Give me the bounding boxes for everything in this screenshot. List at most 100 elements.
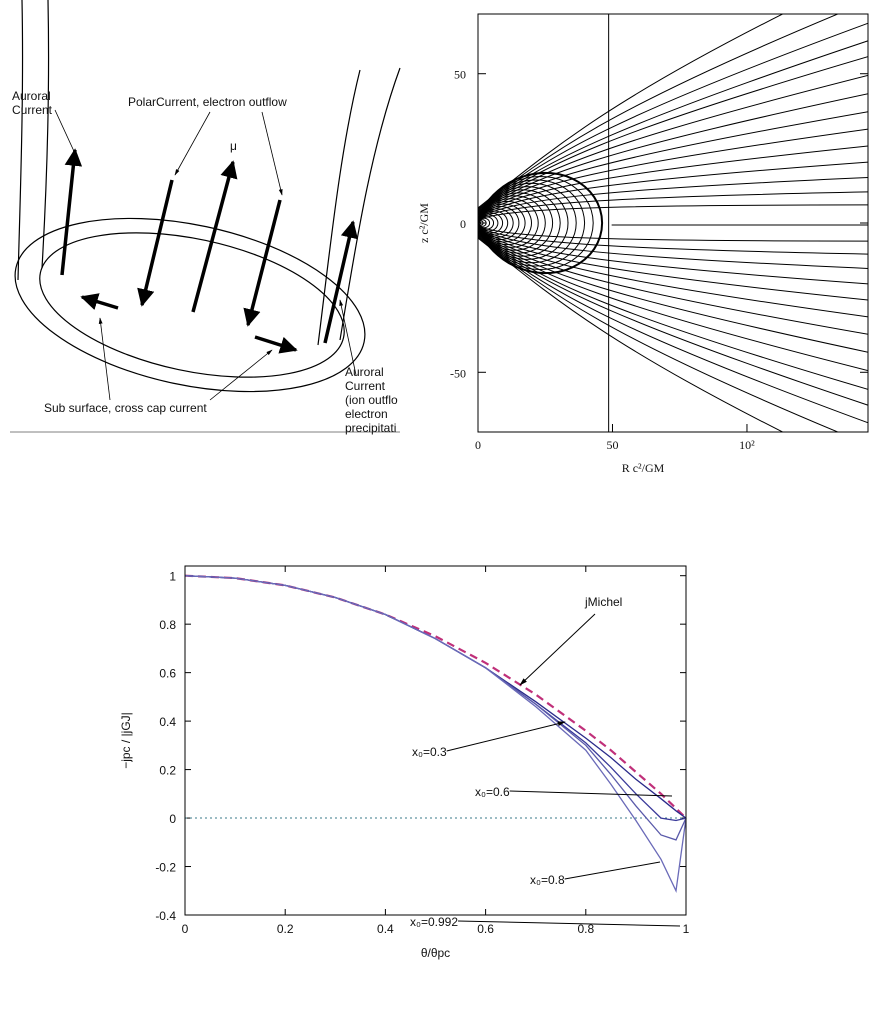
- field-line: [478, 128, 868, 216]
- arrow: [254, 335, 298, 354]
- tube-left-outer: [17, 0, 24, 281]
- field-line: [478, 230, 868, 318]
- field-line: [478, 231, 868, 335]
- y-tick-label: -0.4: [155, 909, 176, 923]
- field-line: [478, 225, 868, 242]
- series-label: jMichel: [584, 595, 622, 609]
- field-line: [478, 229, 868, 301]
- x-tick-label: 0.6: [477, 922, 494, 936]
- field-line: [478, 237, 784, 432]
- field-line: [478, 171, 604, 275]
- y-axis-label: −jpc / |jGJ|: [119, 712, 133, 769]
- series-label: x₀=0.992: [410, 915, 458, 929]
- field-line: [478, 40, 868, 212]
- tube-right-outer: [339, 67, 401, 341]
- field-line: [478, 145, 868, 217]
- field-line: [478, 235, 868, 424]
- label: Current: [345, 379, 386, 393]
- pointer: [174, 111, 211, 176]
- field-line: [478, 204, 868, 221]
- series-label: x₀=0.3: [412, 745, 447, 759]
- label: (ion outflo: [345, 393, 398, 407]
- field-line: [478, 177, 868, 219]
- y-tick-label: 0.8: [159, 618, 176, 632]
- arrow: [80, 293, 119, 310]
- field-line: [478, 234, 868, 406]
- annotation-pointer: [458, 920, 681, 927]
- field-line: [478, 14, 840, 210]
- label: Sub surface, cross cap current: [44, 401, 207, 415]
- cap-outer: [14, 217, 366, 393]
- x-tick-label: 50: [606, 438, 618, 452]
- field-line: [478, 228, 868, 285]
- series-line: [184, 574, 687, 819]
- x-tick-label: 0: [182, 922, 189, 936]
- label: Current: [12, 103, 53, 117]
- x-tick-label: 0.2: [277, 922, 294, 936]
- field-line: [478, 227, 868, 269]
- y-tick-label: 0: [169, 812, 176, 826]
- series-label: x₀=0.8: [530, 873, 565, 887]
- label: Auroral: [345, 365, 384, 379]
- y-tick-label: 50: [454, 68, 466, 82]
- y-tick-label: -0.2: [155, 861, 176, 875]
- x-tick-label: 0.8: [577, 922, 594, 936]
- pointer: [54, 109, 79, 161]
- pointer: [339, 299, 357, 376]
- field-lines: [478, 14, 868, 432]
- field-line: [478, 74, 868, 214]
- field-line: [478, 226, 868, 255]
- arrow: [191, 160, 238, 313]
- annotation-pointer: [446, 721, 566, 752]
- field-line: [478, 56, 868, 213]
- series-line: [184, 575, 687, 841]
- field-line: [478, 14, 784, 209]
- arrow: [243, 199, 282, 327]
- tube-left-inner: [41, 0, 50, 269]
- arrow: [137, 179, 174, 307]
- x-axis-label: θ/θpc: [421, 946, 450, 960]
- y-tick-label: 0.2: [159, 764, 176, 778]
- diagram-labels: Auroral Current PolarCurrent, electron o…: [12, 89, 398, 435]
- field-line: [478, 233, 868, 390]
- x-tick-label: 0.4: [377, 922, 394, 936]
- plot-frame: [184, 565, 687, 916]
- y-tick-label: 1: [169, 570, 176, 584]
- arrow: [60, 148, 83, 276]
- field-plot: 0 50 10² -50 0 50 R c²/GM z c²/GM: [417, 13, 869, 475]
- pointer: [261, 111, 283, 196]
- field-line: [478, 236, 840, 432]
- x-tick-label: 1: [683, 922, 690, 936]
- diagram: [10, 0, 401, 433]
- y-tick-label: -50: [450, 366, 466, 380]
- annotation-pointer: [564, 861, 661, 880]
- field-line: [478, 232, 868, 372]
- pointer: [98, 317, 111, 401]
- label: PolarCurrent, electron outflow: [128, 95, 287, 109]
- cap-inner: [39, 232, 345, 378]
- field-line: [478, 111, 868, 215]
- series-label: x₀=0.6: [475, 785, 510, 799]
- tube-right-inner: [317, 69, 361, 346]
- x-tick-label: 0: [475, 438, 481, 452]
- label: μ: [230, 139, 237, 153]
- x-tick-label: 10²: [739, 438, 755, 452]
- field-line: [478, 191, 868, 220]
- annotation-pointer: [519, 613, 596, 686]
- field-line: [478, 161, 868, 218]
- arrow: [323, 220, 358, 344]
- y-tick-label: 0: [460, 217, 466, 231]
- field-line: [478, 232, 868, 353]
- field-line: [478, 22, 868, 211]
- annotation-pointer: [509, 790, 673, 797]
- label: precipitati: [345, 421, 396, 435]
- y-tick-label: 0.4: [159, 715, 176, 729]
- series-line: [184, 575, 687, 894]
- y-tick-label: 0.6: [159, 667, 176, 681]
- field-line: [478, 93, 868, 214]
- pointer: [209, 349, 273, 401]
- label: Auroral: [12, 89, 51, 103]
- plot-frame: [477, 13, 869, 433]
- line-plot: 0 0.2 0.4 0.6 0.8 1 -0.4 -0.2 0 0.2 0.4 0.6 0.8 1 jMic…: [119, 565, 690, 960]
